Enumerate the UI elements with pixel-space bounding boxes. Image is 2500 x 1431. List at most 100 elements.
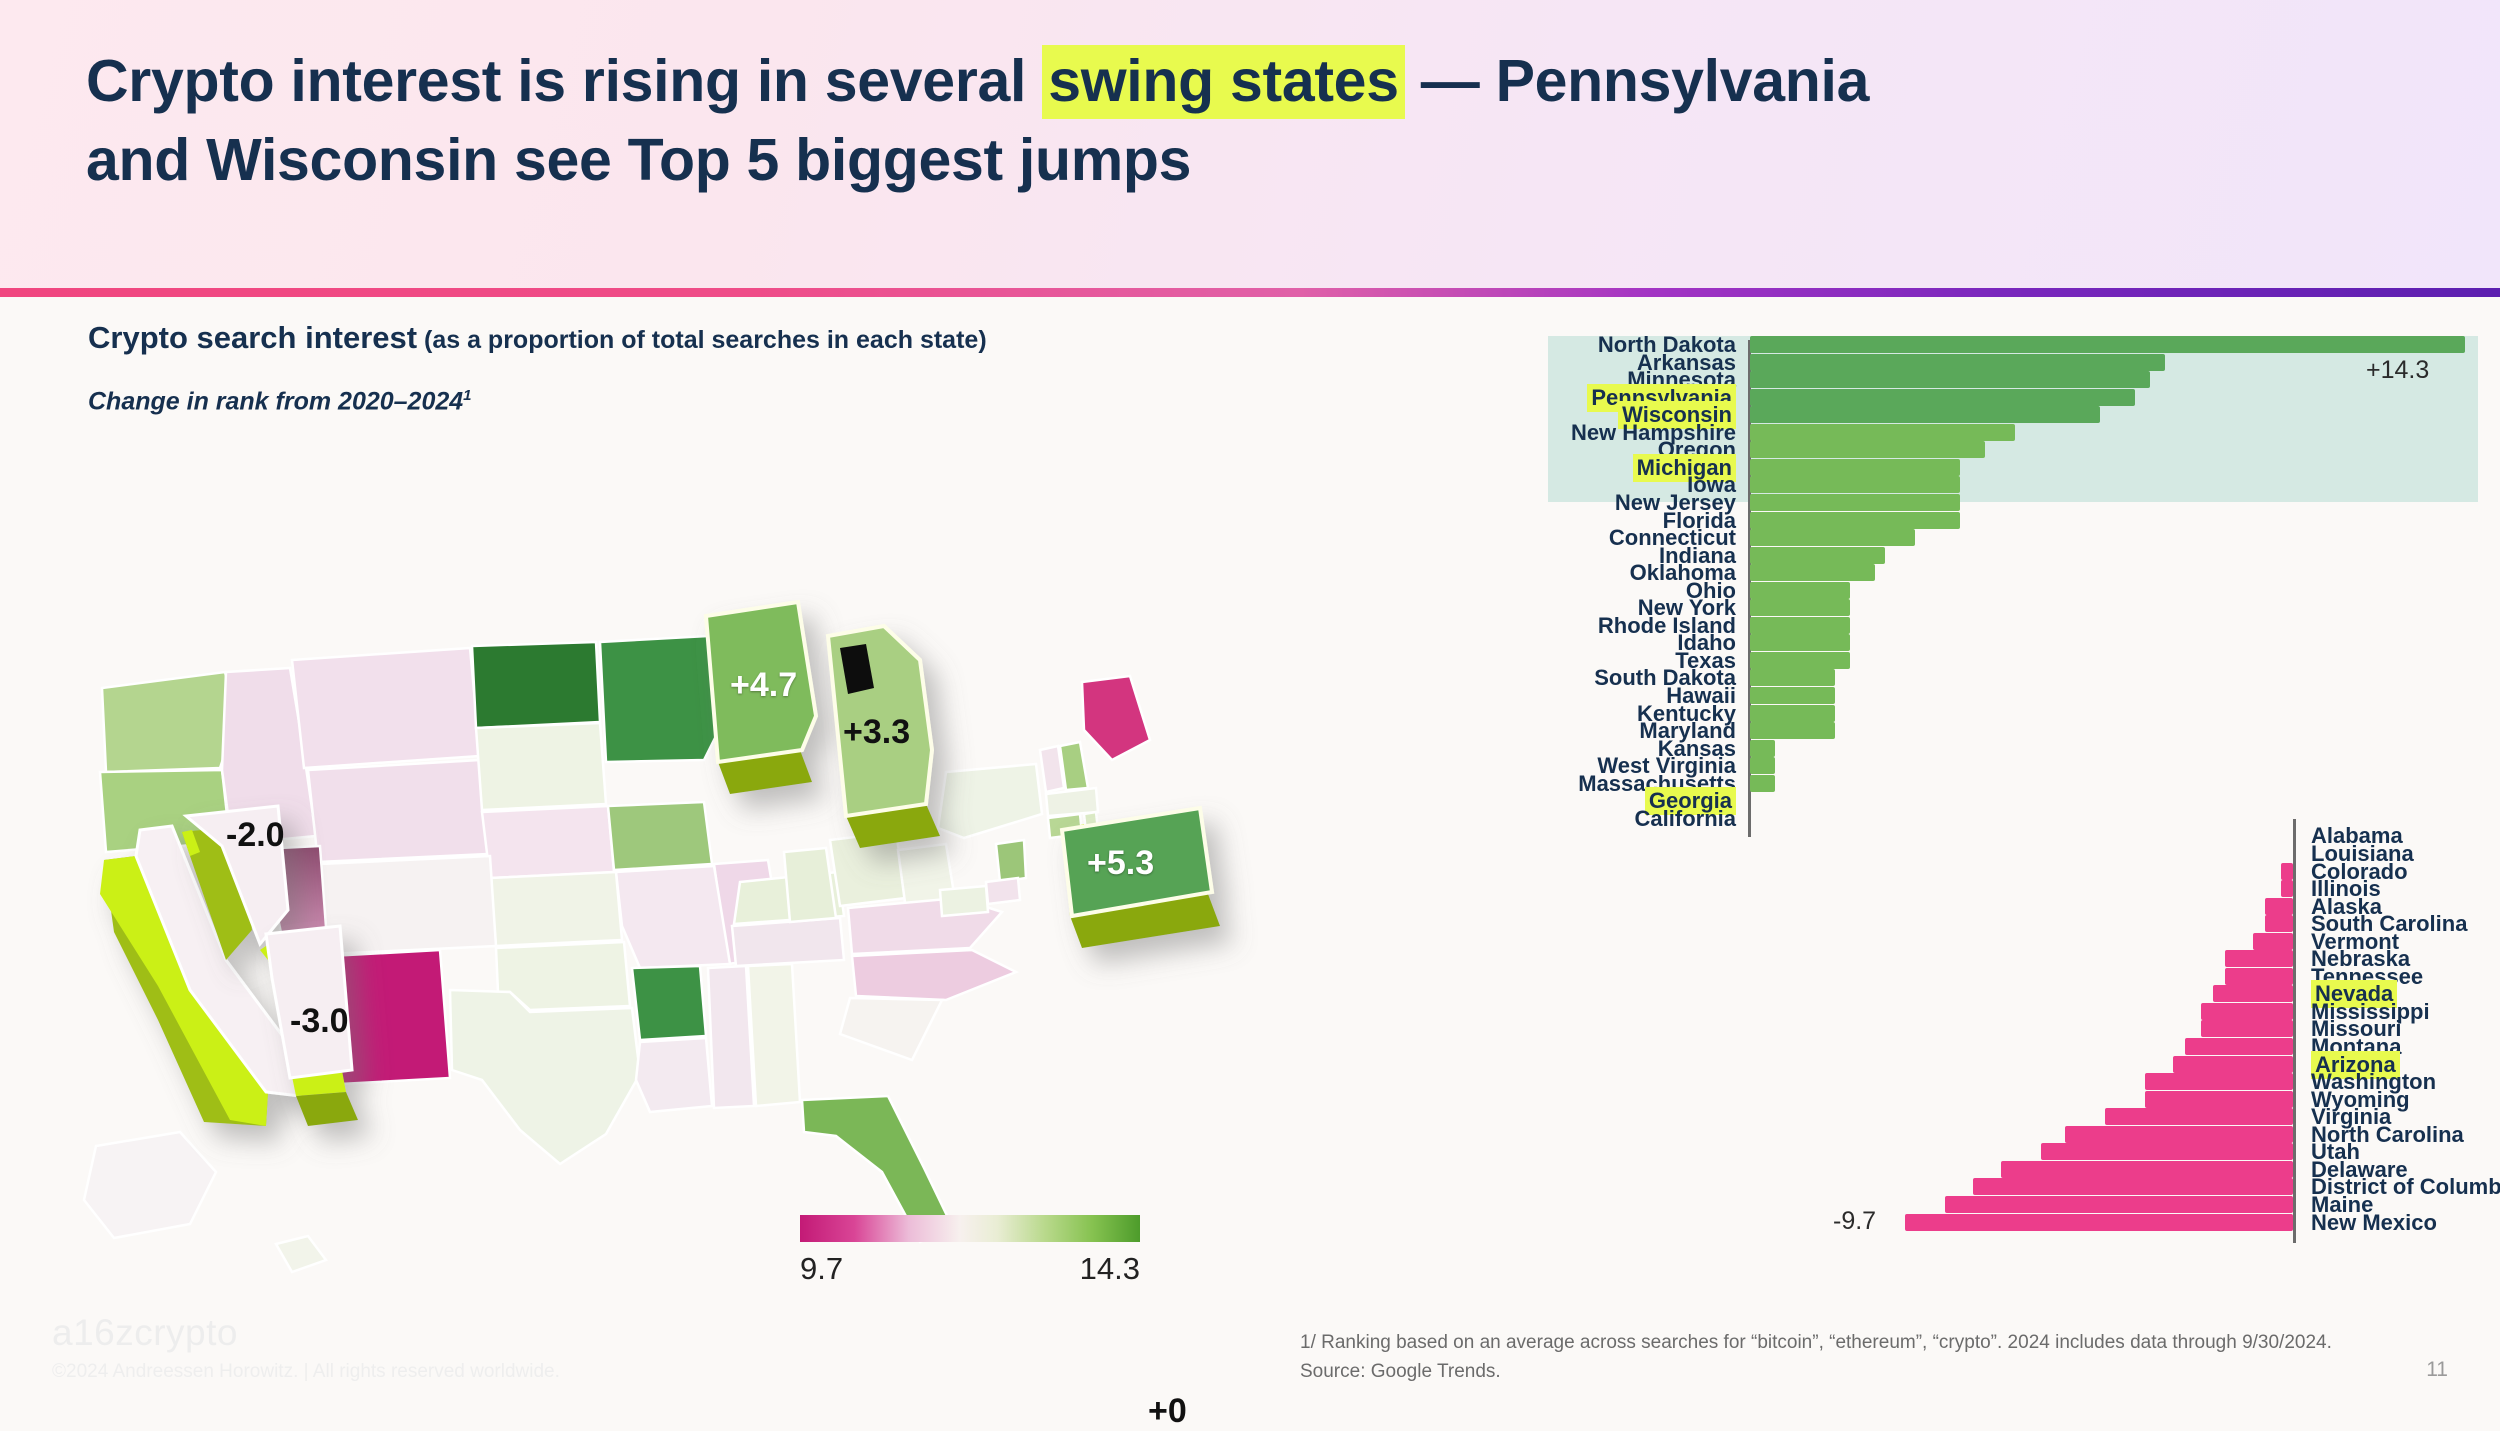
bar-row[interactable]: South Carolina bbox=[1548, 907, 2478, 940]
bar-label-missouri: Missouri bbox=[2311, 1016, 2402, 1042]
bar-row[interactable]: New Mexico bbox=[1548, 1206, 2478, 1239]
bar-row[interactable]: Delaware bbox=[1548, 1153, 2478, 1186]
bar-row[interactable]: South Dakota bbox=[1548, 661, 2478, 694]
bar-row[interactable]: Michigan bbox=[1548, 451, 2478, 484]
bar-row[interactable]: Alabama bbox=[1548, 819, 2478, 852]
us-choropleth-map: -2.0 -3.0 +4.7 +3.3 +5.3 +0 bbox=[40, 420, 1480, 1430]
bar-row[interactable]: Virginia bbox=[1548, 1100, 2478, 1133]
map-state-new-york bbox=[936, 762, 1044, 840]
bar-row[interactable]: Texas bbox=[1548, 644, 2478, 677]
bar-row[interactable]: Alaska bbox=[1548, 890, 2478, 923]
bar-row[interactable]: Missouri bbox=[1548, 1012, 2478, 1045]
bar-kentucky bbox=[1750, 704, 1835, 722]
bar-label-oklahoma: Oklahoma bbox=[1629, 560, 1736, 586]
bar-row[interactable]: Kansas bbox=[1548, 732, 2478, 765]
bar-kansas bbox=[1750, 739, 1775, 757]
bar-district-of-columbia bbox=[1973, 1178, 2293, 1196]
bar-arizona bbox=[2173, 1055, 2293, 1073]
bar-nebraska bbox=[2225, 950, 2293, 968]
bar-row[interactable]: Ohio bbox=[1548, 574, 2478, 607]
map-state-arkansas bbox=[630, 964, 708, 1042]
bar-tennessee bbox=[2225, 967, 2293, 985]
bar-maine bbox=[1945, 1195, 2293, 1213]
panel-subheading: Change in rank from 2020–20241 bbox=[88, 387, 472, 416]
bar-label-kentucky: Kentucky bbox=[1636, 700, 1736, 726]
panel-subheading-footnote-marker: 1 bbox=[463, 387, 472, 404]
bar-label-hawaii: Hawaii bbox=[1666, 683, 1736, 708]
bar-label-wyoming: Wyoming bbox=[2311, 1086, 2410, 1112]
map-callout-georgia: +0 bbox=[1148, 1392, 1187, 1430]
bar-row[interactable]: California bbox=[1548, 802, 2478, 835]
map-state-south-dakota bbox=[474, 721, 608, 812]
bar-label-kansas: Kansas bbox=[1657, 735, 1736, 761]
bar-row[interactable]: Kentucky bbox=[1548, 697, 2478, 730]
bar-row[interactable]: Georgia bbox=[1548, 784, 2478, 817]
bar-row[interactable]: West Virginia bbox=[1548, 749, 2478, 782]
bar-row[interactable]: District of Columbia bbox=[1548, 1170, 2500, 1203]
bar-row[interactable]: Utah bbox=[1548, 1135, 2478, 1168]
negative-axis-line bbox=[2293, 819, 2296, 1244]
bar-row[interactable]: New Jersey bbox=[1548, 486, 2478, 519]
bar-missouri bbox=[2201, 1020, 2293, 1038]
bar-row[interactable]: New York bbox=[1548, 591, 2478, 624]
map-state-massachusetts bbox=[1044, 786, 1100, 818]
bar-label-nevada: Nevada bbox=[2311, 977, 2500, 1010]
bar-row[interactable]: North Dakota bbox=[1548, 328, 2478, 361]
map-callout-nevada: -2.0 bbox=[226, 816, 285, 854]
bar-row[interactable]: Nevada bbox=[1548, 977, 2478, 1010]
bar-connecticut bbox=[1750, 529, 1915, 547]
bar-row[interactable]: Indiana bbox=[1548, 539, 2478, 572]
bar-row[interactable]: Maryland bbox=[1548, 714, 2478, 747]
bar-row[interactable]: Louisiana bbox=[1548, 837, 2478, 870]
map-state-montana bbox=[290, 646, 482, 770]
bar-row[interactable]: Rhode Island bbox=[1548, 609, 2478, 642]
map-state-kansas bbox=[488, 870, 624, 948]
min-value-label: -9.7 bbox=[1833, 1206, 1877, 1235]
bar-label-north-dakota: North Dakota bbox=[1597, 332, 1736, 357]
bar-row[interactable]: Nebraska bbox=[1548, 942, 2478, 975]
bar-row[interactable]: Florida bbox=[1548, 504, 2478, 537]
bar-row[interactable]: Connecticut bbox=[1548, 521, 2478, 554]
bar-virginia bbox=[2105, 1108, 2293, 1126]
bar-row[interactable]: Illinois bbox=[1548, 872, 2478, 905]
bar-row[interactable]: Iowa bbox=[1548, 468, 2478, 501]
bar-row[interactable]: Idaho bbox=[1548, 626, 2478, 659]
map-state-nebraska bbox=[480, 804, 616, 880]
bar-mississippi bbox=[2201, 1002, 2293, 1020]
bar-label-louisiana: Louisiana bbox=[2311, 840, 2414, 866]
bar-label-indiana: Indiana bbox=[1658, 542, 1736, 568]
bar-row[interactable]: Washington bbox=[1548, 1065, 2478, 1098]
bar-row[interactable]: Mississippi bbox=[1548, 995, 2478, 1028]
bar-oregon bbox=[1750, 441, 1985, 459]
bar-row[interactable]: Colorado bbox=[1548, 855, 2478, 888]
bar-delaware bbox=[2001, 1160, 2293, 1178]
bar-arkansas bbox=[1750, 353, 2165, 371]
map-state-wisconsin-3d bbox=[703, 599, 819, 794]
bar-row[interactable]: Arizona bbox=[1548, 1048, 2478, 1081]
page-number: 11 bbox=[2426, 1358, 2448, 1381]
map-state-colorado bbox=[318, 854, 498, 956]
bar-label-vermont: Vermont bbox=[2311, 928, 2400, 954]
bar-idaho bbox=[1750, 634, 1850, 652]
bar-row[interactable]: New Hampshire bbox=[1548, 416, 2478, 449]
bar-row[interactable]: Hawaii bbox=[1548, 679, 2478, 712]
bar-west-virginia bbox=[1750, 757, 1775, 775]
bar-label-iowa: Iowa bbox=[1687, 472, 1736, 498]
bar-massachusetts bbox=[1750, 774, 1775, 792]
bar-row[interactable]: Vermont bbox=[1548, 925, 2478, 958]
bar-row[interactable]: Arkansas bbox=[1548, 346, 2478, 379]
bar-row[interactable]: Oklahoma bbox=[1548, 556, 2478, 589]
bar-iowa bbox=[1750, 476, 1960, 494]
bar-row[interactable]: North Carolina bbox=[1548, 1118, 2478, 1151]
positive-axis-line bbox=[1748, 340, 1751, 838]
bar-row[interactable]: Maine bbox=[1548, 1188, 2478, 1221]
map-state-iowa bbox=[606, 800, 714, 872]
map-callout-arizona: -3.0 bbox=[290, 1002, 349, 1040]
map-state-delaware bbox=[984, 876, 1022, 906]
map-state-nevada-3d bbox=[182, 804, 290, 960]
bar-row[interactable]: Wisconsin bbox=[1548, 398, 2478, 431]
bar-maryland bbox=[1750, 722, 1835, 740]
bar-row[interactable]: Wyoming bbox=[1548, 1083, 2478, 1116]
map-state-north-dakota bbox=[470, 640, 602, 730]
bar-label-illinois: Illinois bbox=[2311, 876, 2381, 902]
